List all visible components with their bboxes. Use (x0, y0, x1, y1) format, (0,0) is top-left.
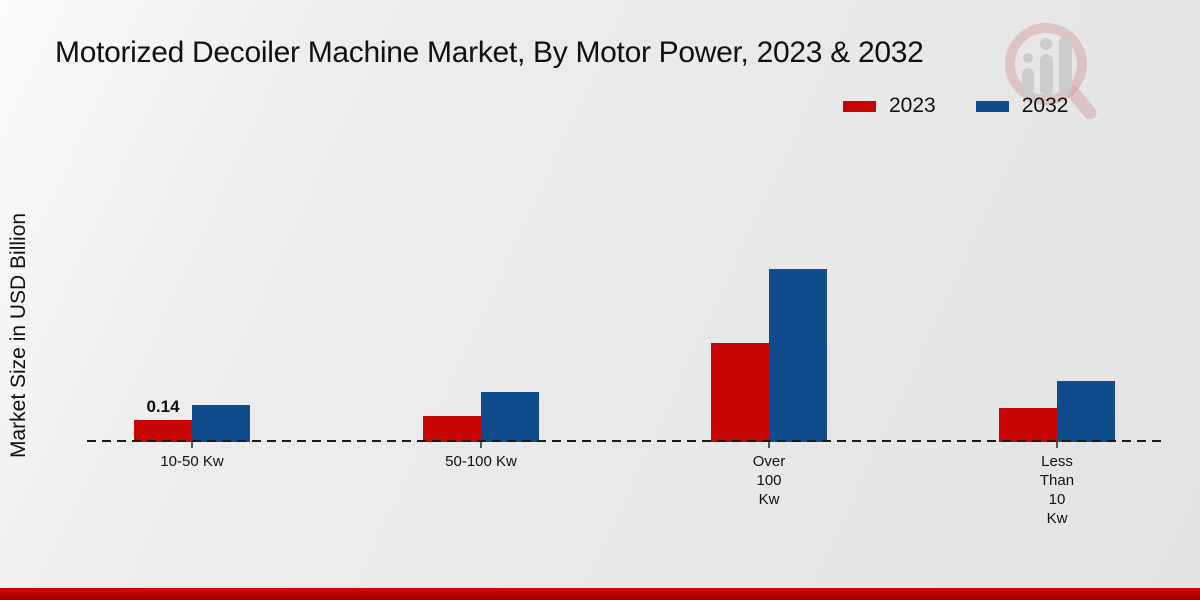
category-label-50-100-kw: 50-100 Kw (445, 452, 517, 471)
x-axis-tick-0 (191, 442, 193, 448)
category-label-line: Less (1041, 453, 1073, 470)
category-label-10-50-kw: 10-50 Kw (160, 452, 223, 471)
bar-2032-less-than-10-kw (1057, 381, 1115, 442)
x-axis-baseline (87, 440, 1163, 442)
legend: 2023 2032 (843, 94, 1068, 118)
magnifier-handle (1066, 85, 1097, 120)
category-label-line: 10 (1048, 491, 1066, 508)
category-label-line: Than (1039, 472, 1075, 489)
x-axis-tick-2 (768, 442, 770, 448)
bar-2023-10-50-kw (134, 420, 192, 442)
bar-2023-over-100-kw (711, 343, 769, 442)
category-label-line: 10-50 Kw (160, 453, 224, 470)
category-label-line: Kw (758, 491, 780, 508)
bar-2023-less-than-10-kw (999, 408, 1057, 442)
bar-2032-50-100-kw (481, 392, 539, 442)
bar-2023-50-100-kw (423, 416, 481, 442)
bar-value-label: 0.14 (146, 397, 180, 416)
legend-swatch-2032 (975, 100, 1009, 112)
magnifier-ring (1005, 23, 1087, 105)
legend-label-2032: 2032 (1021, 94, 1069, 117)
chart-title: Motorized Decoiler Machine Market, By Mo… (55, 36, 924, 69)
legend-label-2023: 2023 (889, 94, 936, 117)
category-label-line: Over (752, 453, 786, 470)
category-label-over-100-kw: Over 100 Kw (753, 452, 786, 509)
bottom-red-band (0, 588, 1200, 600)
logo-bars (1022, 36, 1072, 96)
watermark-magnifier-logo (1005, 23, 1097, 120)
category-label-line: 100 (756, 472, 782, 489)
legend-item-2032: 2032 (975, 94, 1069, 118)
x-axis-tick-1 (480, 442, 482, 448)
category-label-line: Kw (1046, 510, 1068, 527)
legend-item-2023: 2023 (843, 94, 936, 118)
bar-2032-over-100-kw (769, 269, 827, 442)
x-axis-tick-3 (1056, 442, 1058, 448)
legend-swatch-2023 (843, 100, 876, 112)
category-label-line: 50-100 Kw (445, 453, 517, 470)
bar-2032-10-50-kw (192, 405, 250, 442)
category-label-less-than-10-kw: Less Than 10 Kw (1040, 452, 1074, 528)
